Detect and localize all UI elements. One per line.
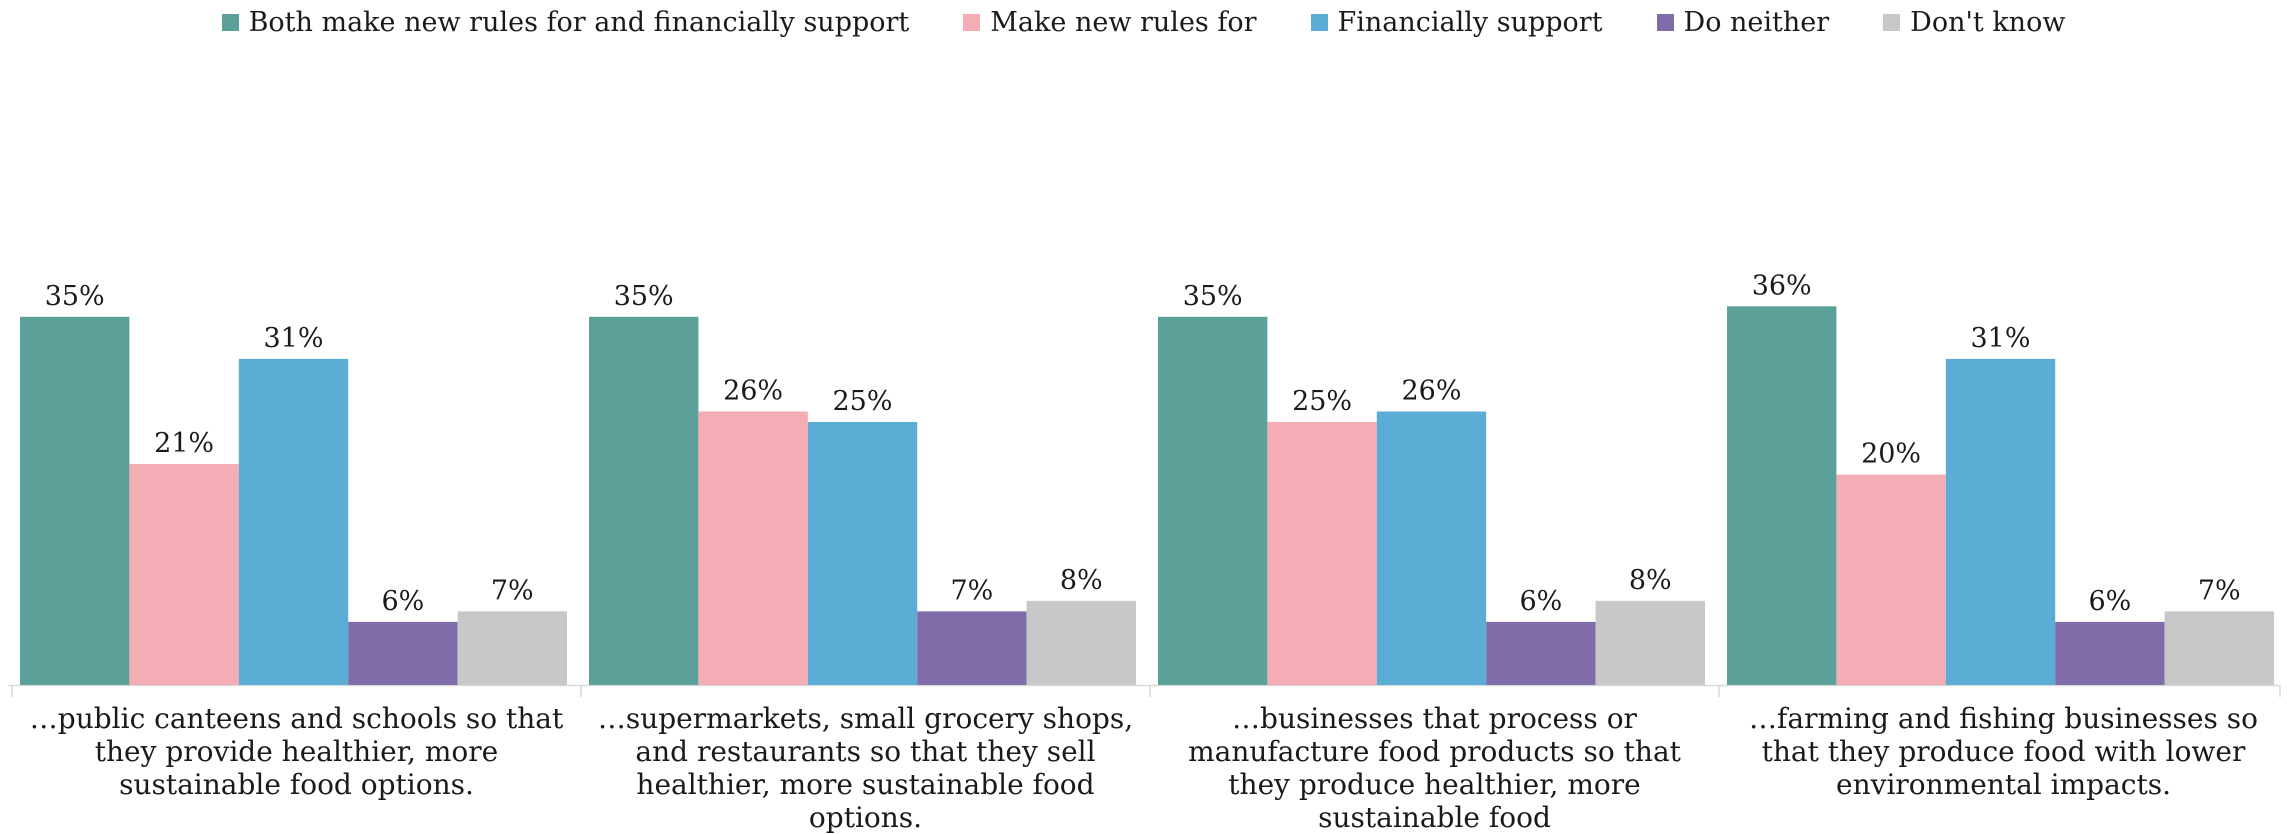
bar-0-4 — [457, 611, 567, 685]
data-label-0-2: 31% — [263, 323, 323, 354]
data-label-2-3: 6% — [1519, 586, 1562, 617]
data-label-1-2: 25% — [832, 386, 892, 417]
legend-swatch-4 — [1883, 13, 1901, 31]
bar-0-0 — [20, 316, 130, 685]
legend-item-1: Make new rules for — [963, 6, 1257, 38]
data-label-3-3: 6% — [2088, 586, 2131, 617]
legend-swatch-3 — [1656, 13, 1674, 31]
bar-2-0 — [1158, 316, 1268, 685]
bar-3-4 — [2164, 611, 2274, 685]
data-label-2-4: 8% — [1629, 565, 1672, 596]
category-label-0: …public canteens and schools so that the… — [29, 702, 564, 801]
bar-1-0 — [589, 316, 699, 685]
category-label-3: …farming and fishing businesses so that … — [1749, 702, 2258, 801]
bar-1-2 — [807, 422, 918, 685]
category-label-1: …supermarkets, small grocery shops, and … — [597, 702, 1134, 834]
data-label-0-1: 21% — [154, 428, 214, 459]
data-label-0-3: 6% — [381, 586, 424, 617]
bar-2-3 — [1486, 621, 1596, 685]
legend-item-3: Do neither — [1656, 6, 1830, 38]
data-label-1-1: 26% — [723, 375, 783, 406]
bar-2-1 — [1267, 422, 1377, 685]
legend-item-2: Financially support — [1310, 6, 1603, 38]
legend-swatch-0 — [221, 13, 239, 31]
bar-1-4 — [1026, 600, 1136, 685]
data-label-2-0: 35% — [1183, 281, 1243, 312]
bar-1-1 — [698, 411, 808, 685]
data-label-0-0: 35% — [45, 281, 105, 312]
bar-3-0 — [1727, 306, 1837, 685]
legend-label-4: Don't know — [1910, 6, 2066, 38]
bar-1-3 — [917, 611, 1027, 685]
legend-item-0: Both make new rules for and financially … — [221, 6, 910, 38]
bar-3-3 — [2055, 621, 2165, 685]
data-label-0-4: 7% — [491, 575, 534, 606]
data-label-1-3: 7% — [950, 575, 993, 606]
legend-label-1: Make new rules for — [990, 6, 1257, 38]
bar-2-4 — [1595, 600, 1705, 685]
data-label-2-1: 25% — [1292, 386, 1352, 417]
data-label-3-0: 36% — [1752, 270, 1812, 301]
legend-item-4: Don't know — [1883, 7, 2065, 38]
legend: Both make new rules for and financially … — [0, 0, 2287, 44]
data-label-3-2: 31% — [1970, 323, 2030, 354]
legend-label-2: Financially support — [1337, 6, 1603, 38]
bar-2-2 — [1376, 411, 1487, 685]
data-label-2-2: 26% — [1401, 375, 1461, 406]
category-label-2: …businesses that process or manufacture … — [1188, 702, 1681, 834]
bar-3-2 — [1945, 358, 2056, 685]
bar-3-1 — [1836, 474, 1946, 685]
legend-label-0: Both make new rules for and financially … — [248, 6, 910, 38]
data-label-1-4: 8% — [1060, 565, 1103, 596]
bar-0-3 — [348, 621, 458, 685]
bar-chart: 35% 21% 31% 6% 7% 35% 26% 25% 7% 8% 35% 25% 26% 6% 8% 3… — [8, 270, 2281, 697]
data-label-3-1: 20% — [1861, 439, 1921, 470]
bar-0-1 — [129, 464, 239, 685]
bar-0-2 — [238, 358, 349, 685]
legend-label-3: Do neither — [1683, 6, 1830, 38]
data-label-3-4: 7% — [2198, 575, 2241, 606]
legend-swatch-2 — [1310, 13, 1328, 31]
legend-swatch-1 — [963, 13, 981, 31]
data-label-1-0: 35% — [614, 281, 674, 312]
